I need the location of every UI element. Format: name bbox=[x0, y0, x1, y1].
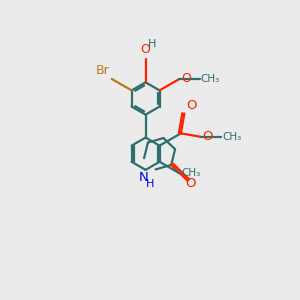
Text: CH₃: CH₃ bbox=[222, 132, 241, 142]
Text: O: O bbox=[186, 99, 196, 112]
Text: O: O bbox=[185, 177, 196, 190]
Text: O: O bbox=[181, 72, 191, 85]
Text: H: H bbox=[148, 39, 156, 49]
Text: N: N bbox=[139, 171, 149, 184]
Text: CH₃: CH₃ bbox=[201, 74, 220, 84]
Text: O: O bbox=[202, 130, 212, 143]
Text: Br: Br bbox=[96, 64, 110, 77]
Text: CH₃: CH₃ bbox=[181, 168, 200, 178]
Text: H: H bbox=[146, 179, 154, 189]
Text: O: O bbox=[141, 43, 151, 56]
